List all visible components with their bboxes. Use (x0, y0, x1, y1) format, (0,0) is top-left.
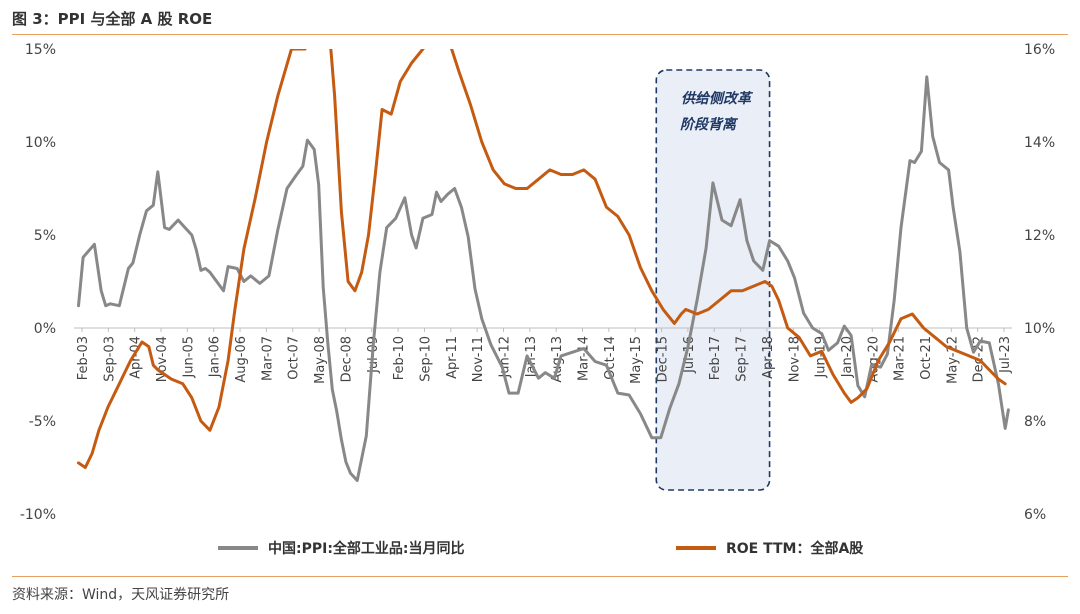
legend-item-ppi: 中国:PPI:全部工业品:当月同比 (218, 538, 465, 558)
y-right-tick-label: 12% (1024, 228, 1055, 244)
chart-area: 15% 10% 5% 0% -5% -10% 16% 14% 12% 10% 8% 6% Feb-0… (20, 42, 1055, 523)
x-tick-label: Mar-07 (260, 336, 275, 381)
y-right-tick-label: 10% (1024, 321, 1055, 337)
x-tick-label: Sep-03 (102, 336, 117, 382)
legend-swatch-ppi (218, 546, 258, 550)
x-tick-label: Dec-15 (656, 336, 671, 382)
legend-item-roe: ROE TTM：全部A股 (676, 538, 863, 558)
annotation-text: 供给侧改革 阶段背离 (680, 90, 754, 133)
annotation-line-1: 供给侧改革 (681, 90, 754, 107)
x-tick-label: Sep-17 (735, 336, 750, 382)
y-left-tick-label: 5% (34, 228, 56, 244)
x-tick-label: Jul-23 (998, 336, 1013, 374)
x-tick-label: Jan-06 (208, 336, 223, 378)
ppi-line (77, 75, 1010, 482)
x-tick-label: Apr-11 (445, 336, 460, 379)
x-tick-label: May-22 (945, 336, 960, 384)
x-tick-label: Feb-03 (76, 336, 91, 380)
y-left-tick-label: 0% (34, 321, 56, 337)
x-tick-label: Apr-18 (761, 336, 776, 379)
footer-rule (12, 576, 1068, 577)
y-right-tick-label: 16% (1024, 42, 1055, 58)
x-tick-label: Nov-18 (787, 336, 802, 382)
legend-label-roe: ROE TTM：全部A股 (726, 541, 864, 557)
source-note: 资料来源：Wind，天风证券研究所 (12, 587, 230, 603)
legend-swatch-roe (676, 546, 716, 550)
x-tick-label: Feb-17 (708, 336, 723, 380)
y-axis-right: 16% 14% 12% 10% 8% 6% (1024, 42, 1055, 523)
figure-title: 图 3：PPI 与全部 A 股 ROE (12, 10, 213, 28)
x-tick-label: Sep-10 (418, 336, 433, 382)
x-tick-label: Aug-06 (234, 336, 249, 383)
y-left-tick-label: 10% (25, 135, 56, 151)
x-tick-label: Jun-05 (181, 336, 196, 379)
roe-line (77, 49, 1007, 469)
x-tick-label: Nov-11 (471, 336, 486, 382)
x-tick-label: Feb-10 (392, 336, 407, 380)
x-tick-label: Oct-07 (287, 336, 302, 380)
x-tick-label: Jul-16 (682, 336, 697, 374)
x-tick-label: Jan-13 (524, 336, 539, 378)
annotation-line-2: 阶段背离 (680, 116, 739, 133)
y-left-tick-label: 15% (25, 42, 56, 58)
annotation-box (655, 69, 771, 491)
y-left-tick-label: -10% (20, 507, 56, 523)
x-tick-label: May-08 (313, 336, 328, 384)
x-tick-label: Dec-08 (339, 336, 354, 382)
x-tick-label: Oct-21 (919, 336, 934, 380)
x-tick-label: May-15 (629, 336, 644, 384)
y-right-tick-label: 8% (1024, 414, 1046, 430)
series-layer (77, 49, 1010, 482)
legend-label-ppi: 中国:PPI:全部工业品:当月同比 (268, 541, 465, 557)
x-tick-label: Aug-13 (550, 336, 565, 383)
y-axis-left: 15% 10% 5% 0% -5% -10% (20, 42, 56, 523)
y-left-tick-label: -5% (29, 414, 56, 430)
x-tick-label: Mar-14 (577, 336, 592, 381)
y-right-tick-label: 6% (1024, 507, 1046, 523)
x-tick-label: Jun-19 (814, 336, 829, 379)
annotation-box-layer (655, 69, 771, 491)
y-right-tick-label: 14% (1024, 135, 1055, 151)
title-rule (12, 34, 1068, 35)
x-tick-label: Mar-21 (893, 336, 908, 381)
